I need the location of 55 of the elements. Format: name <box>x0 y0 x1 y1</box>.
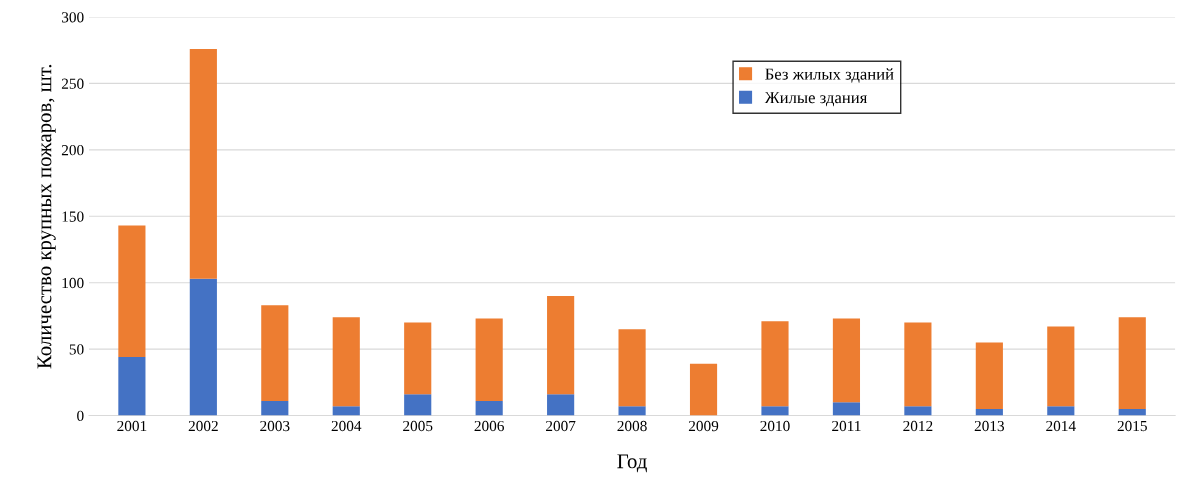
bar <box>1047 326 1075 407</box>
x-tick-label: 2013 <box>974 420 1005 432</box>
y-axis-title: Количество крупных пожаров, шт. <box>37 64 56 369</box>
y-tick-label: 150 <box>62 211 84 222</box>
bar <box>189 278 217 416</box>
bar <box>904 406 932 416</box>
x-tick-label: 2005 <box>403 420 433 432</box>
y-tick-label: 200 <box>61 144 84 156</box>
bar <box>618 329 646 407</box>
x-tick-label: 2006 <box>474 420 504 432</box>
bar <box>404 394 432 416</box>
bar <box>1047 406 1075 416</box>
x-tick-label: 2015 <box>1117 420 1147 432</box>
x-tick-label: 2003 <box>260 420 290 432</box>
bar <box>904 322 932 407</box>
x-tick-label: 2004 <box>331 420 362 432</box>
bar <box>261 400 289 416</box>
bar <box>332 406 360 416</box>
y-tick-label: 250 <box>61 78 84 89</box>
bar <box>189 48 217 279</box>
legend-label: Без жилых зданий <box>765 68 894 83</box>
x-tick-label: 2001 <box>117 420 147 432</box>
x-tick-label: 2010 <box>760 420 790 432</box>
bar <box>547 295 575 395</box>
bar <box>118 225 146 358</box>
bar <box>975 408 1003 416</box>
bar <box>689 363 718 416</box>
y-tick-label: 0 <box>77 410 84 421</box>
bar <box>118 357 146 416</box>
bar <box>761 406 789 416</box>
bar <box>1118 408 1146 416</box>
x-tick-label: 2008 <box>617 420 647 432</box>
bar <box>261 305 289 401</box>
bar <box>975 342 1003 409</box>
x-tick-label: 2012 <box>903 420 933 432</box>
bar <box>832 402 861 416</box>
bar <box>475 400 503 416</box>
y-tick-label: 50 <box>69 344 84 355</box>
legend-label: Жилые здания <box>764 92 868 107</box>
bar <box>332 317 360 407</box>
y-tick-label: 300 <box>61 12 84 23</box>
x-tick-label: 2007 <box>546 420 576 432</box>
bar <box>1118 317 1146 409</box>
bar <box>547 394 575 416</box>
x-axis-title: Год <box>617 454 647 473</box>
x-tick-label: 2002 <box>188 420 218 432</box>
bar <box>475 318 503 401</box>
x-tick-label: 2009 <box>688 420 719 432</box>
bar <box>404 322 432 395</box>
bar <box>618 406 646 416</box>
y-tick-label: 100 <box>62 277 84 289</box>
bar <box>832 318 861 403</box>
bar <box>761 321 789 407</box>
x-tick-label: 2011 <box>832 420 861 432</box>
x-tick-label: 2014 <box>1046 420 1076 432</box>
